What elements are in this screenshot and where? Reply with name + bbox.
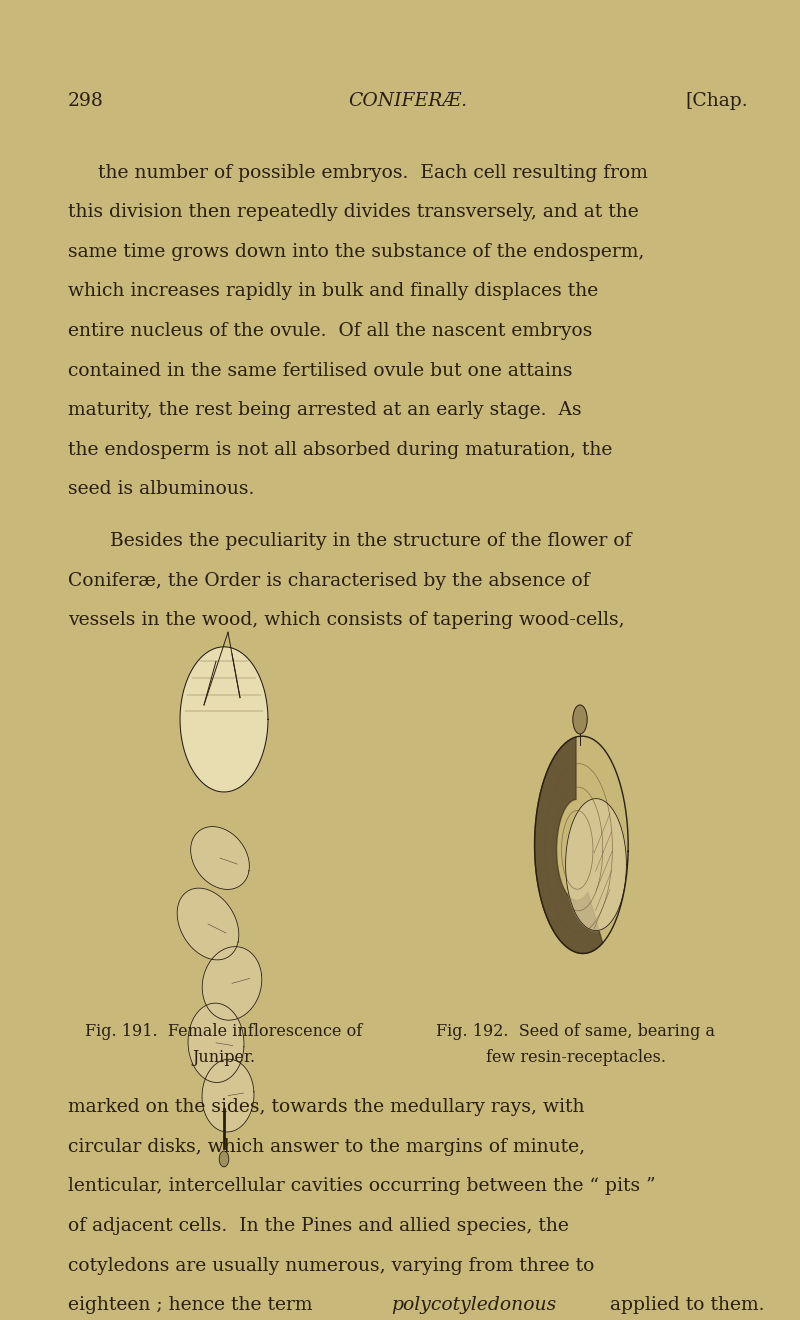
Polygon shape: [534, 737, 628, 953]
Text: lenticular, intercellular cavities occurring between the “ pits ”: lenticular, intercellular cavities occur…: [68, 1177, 656, 1196]
Text: few resin-receptacles.: few resin-receptacles.: [486, 1049, 666, 1067]
Text: marked on the sides, towards the medullary rays, with: marked on the sides, towards the medulla…: [68, 1098, 585, 1117]
Text: 298: 298: [68, 92, 104, 111]
Text: this division then repeatedly divides transversely, and at the: this division then repeatedly divides tr…: [68, 203, 638, 222]
Text: Fig. 191.  Female inflorescence of: Fig. 191. Female inflorescence of: [86, 1023, 362, 1040]
Ellipse shape: [219, 1151, 229, 1167]
Text: eighteen ; hence the term: eighteen ; hence the term: [68, 1296, 318, 1315]
Polygon shape: [177, 888, 239, 960]
Polygon shape: [202, 946, 262, 1020]
Text: the number of possible embryos.  Each cell resulting from: the number of possible embryos. Each cel…: [98, 164, 648, 182]
Polygon shape: [180, 647, 268, 792]
Text: vessels in the wood, which consists of tapering wood-cells,: vessels in the wood, which consists of t…: [68, 611, 625, 630]
Text: which increases rapidly in bulk and finally displaces the: which increases rapidly in bulk and fina…: [68, 282, 598, 301]
Text: Coniferæ, the Order is characterised by the absence of: Coniferæ, the Order is characterised by …: [68, 572, 590, 590]
Text: entire nucleus of the ovule.  Of all the nascent embryos: entire nucleus of the ovule. Of all the …: [68, 322, 592, 341]
Text: seed is albuminous.: seed is albuminous.: [68, 480, 254, 499]
Text: maturity, the rest being arrested at an early stage.  As: maturity, the rest being arrested at an …: [68, 401, 582, 420]
Text: Juniper.: Juniper.: [193, 1049, 255, 1067]
Text: same time grows down into the substance of the endosperm,: same time grows down into the substance …: [68, 243, 644, 261]
Text: Fig. 192.  Seed of same, bearing a: Fig. 192. Seed of same, bearing a: [437, 1023, 715, 1040]
Polygon shape: [534, 737, 602, 953]
Text: the endosperm is not all absorbed during maturation, the: the endosperm is not all absorbed during…: [68, 441, 612, 459]
Text: cotyledons are usually numerous, varying from three to: cotyledons are usually numerous, varying…: [68, 1257, 594, 1275]
Text: of adjacent cells.  In the Pines and allied species, the: of adjacent cells. In the Pines and alli…: [68, 1217, 569, 1236]
Polygon shape: [566, 799, 626, 931]
Text: [Chap.: [Chap.: [686, 92, 748, 111]
Polygon shape: [190, 826, 250, 890]
Text: circular disks, which answer to the margins of minute,: circular disks, which answer to the marg…: [68, 1138, 585, 1156]
Text: polycotyledonous: polycotyledonous: [391, 1296, 557, 1315]
Text: Besides the peculiarity in the structure of the flower of: Besides the peculiarity in the structure…: [98, 532, 632, 550]
Polygon shape: [202, 1059, 254, 1133]
Text: applied to them.: applied to them.: [605, 1296, 765, 1315]
Text: contained in the same fertilised ovule but one attains: contained in the same fertilised ovule b…: [68, 362, 573, 380]
Ellipse shape: [573, 705, 587, 734]
Polygon shape: [188, 1003, 244, 1082]
Text: CONIFERÆ.: CONIFERÆ.: [349, 92, 467, 111]
